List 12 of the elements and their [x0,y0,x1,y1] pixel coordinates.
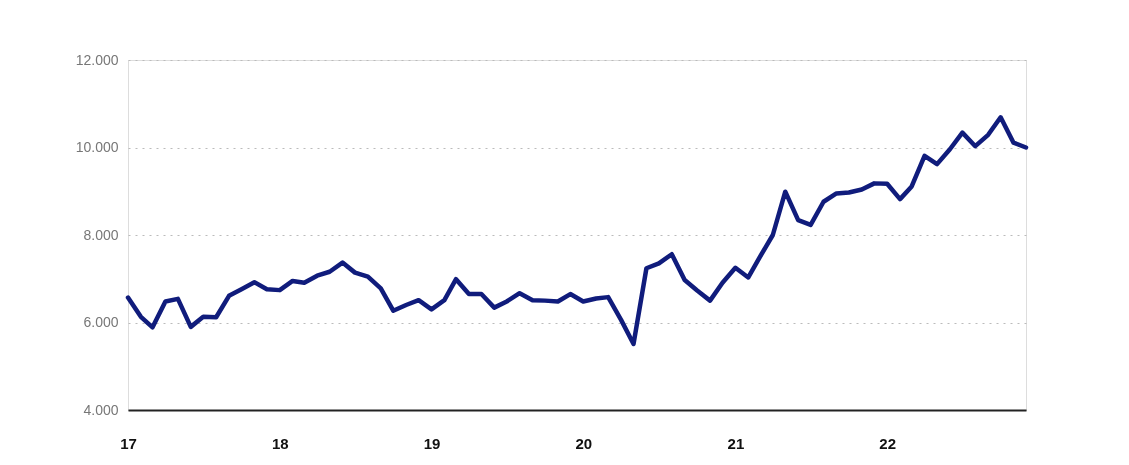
line-series [125,115,1029,347]
y-tick-label: 10.000 [75,139,119,155]
y-tick-label: 6.000 [83,314,119,330]
y-tick-label: 12.000 [75,51,119,68]
x-tick-label: 22 [879,434,896,452]
x-tick-label: 21 [727,434,745,452]
y-tick-label: 8.000 [83,226,119,243]
x-tick-label: 19 [423,434,441,452]
x-tick-label: 18 [271,434,289,452]
x-tick-label: 20 [575,434,593,452]
y-tick-label: 4.000 [83,401,119,418]
x-tick-label: 17 [120,434,137,452]
